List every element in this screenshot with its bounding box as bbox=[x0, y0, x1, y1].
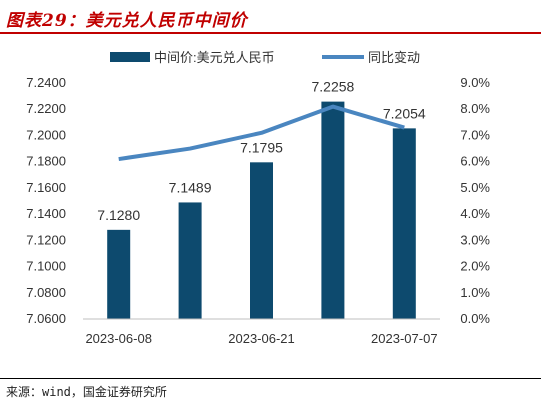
left-tick-label: 7.1600 bbox=[26, 180, 66, 195]
bar-value-label: 7.2054 bbox=[383, 105, 426, 121]
right-tick-label: 9.0% bbox=[460, 75, 490, 90]
bar-data-labels: 7.1280 7.1489 7.1795 7.2258 7.2054 bbox=[97, 79, 426, 223]
right-tick-label: 8.0% bbox=[460, 101, 490, 116]
left-tick-label: 7.1200 bbox=[26, 232, 66, 247]
bar bbox=[392, 128, 416, 319]
left-tick-label: 7.1400 bbox=[26, 206, 66, 221]
bar-value-label: 7.1280 bbox=[97, 207, 140, 223]
right-tick-label: 6.0% bbox=[460, 154, 490, 169]
x-tick-label: 2023-06-08 bbox=[85, 331, 152, 346]
bar bbox=[250, 162, 273, 319]
left-tick-label: 7.1000 bbox=[26, 259, 66, 274]
right-tick-label: 2.0% bbox=[460, 259, 490, 274]
left-axis: 7.2400 7.2200 7.2000 7.1800 7.1600 7.1400 7.12… bbox=[26, 75, 66, 326]
left-tick-label: 7.0800 bbox=[26, 285, 66, 300]
left-tick-label: 7.2200 bbox=[26, 101, 66, 116]
chart: 中间价:美元兑人民币 同比变动 7.2400 7.2200 7.2000 7.1800… bbox=[26, 50, 490, 346]
x-axis: 2023-06-08 2023-06-21 2023-07-07 bbox=[85, 331, 437, 346]
bar bbox=[107, 229, 131, 319]
bar bbox=[178, 202, 202, 319]
legend-bar-label: 中间价:美元兑人民币 bbox=[154, 50, 275, 65]
bar-value-label: 7.1489 bbox=[169, 179, 212, 195]
footer-rule bbox=[0, 378, 541, 379]
right-tick-label: 7.0% bbox=[460, 127, 490, 142]
bar-value-label: 7.1795 bbox=[240, 139, 283, 155]
figure-title: 图表29：美元兑人民币中间价 bbox=[6, 11, 248, 31]
right-tick-label: 5.0% bbox=[460, 180, 490, 195]
left-tick-label: 7.2400 bbox=[26, 75, 66, 90]
x-tick-label: 2023-07-07 bbox=[371, 331, 438, 346]
right-tick-label: 1.0% bbox=[460, 285, 490, 300]
right-tick-label: 4.0% bbox=[460, 206, 490, 221]
x-tick-label: 2023-06-21 bbox=[228, 331, 295, 346]
left-tick-label: 7.2000 bbox=[26, 127, 66, 142]
title-rule bbox=[0, 32, 541, 34]
left-tick-label: 7.0600 bbox=[26, 311, 66, 326]
right-tick-label: 3.0% bbox=[460, 232, 490, 247]
legend: 中间价:美元兑人民币 同比变动 bbox=[110, 50, 420, 65]
legend-line-label: 同比变动 bbox=[368, 50, 420, 65]
bar-series bbox=[107, 101, 416, 320]
source-note: 来源：wind，国金证券研究所 bbox=[6, 385, 167, 399]
right-tick-label: 0.0% bbox=[460, 311, 490, 326]
left-tick-label: 7.1800 bbox=[26, 154, 66, 169]
bar-value-label: 7.2258 bbox=[311, 79, 354, 95]
yoy-line bbox=[118, 104, 405, 162]
right-axis: 9.0% 8.0% 7.0% 6.0% 5.0% 4.0% 3.0% 2.0% 1.0% 0.0% bbox=[460, 75, 490, 326]
legend-bar-swatch bbox=[110, 52, 150, 62]
bar bbox=[321, 101, 345, 320]
